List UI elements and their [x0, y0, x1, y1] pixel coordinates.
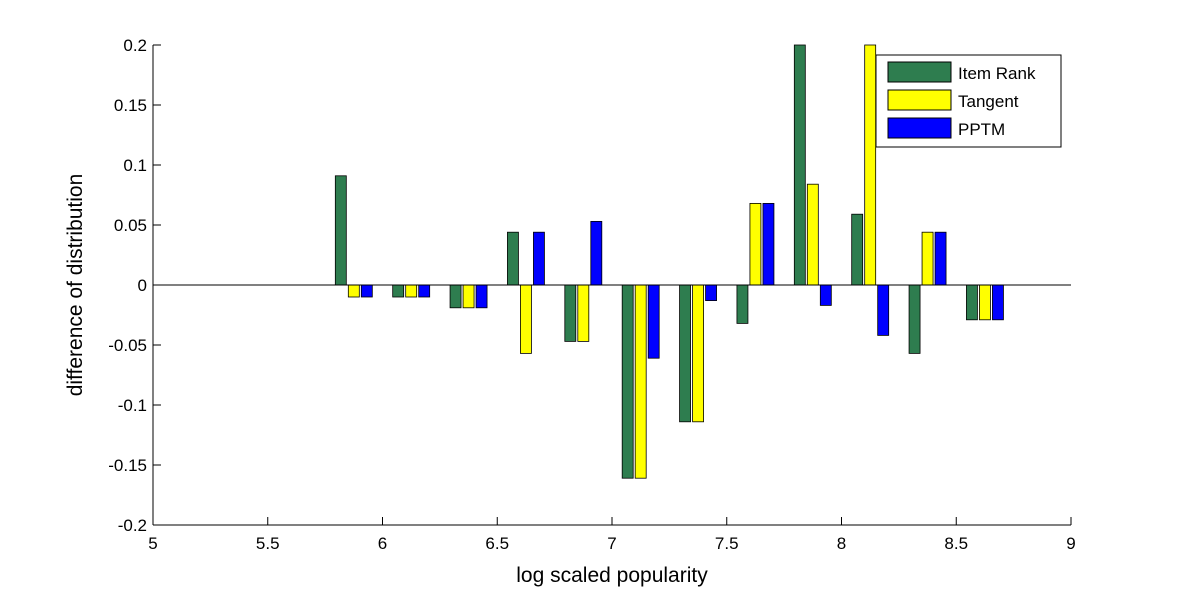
bar-item-rank: [793, 44, 806, 286]
x-tick-label: 6: [378, 534, 387, 553]
bar-pptm: [877, 284, 890, 336]
bar-tangent: [921, 231, 934, 286]
bar-tangent: [979, 284, 991, 321]
x-axis-title: log scaled popularity: [516, 564, 708, 587]
y-tick-label: -0.2: [118, 516, 147, 535]
legend-swatch-item-rank: [887, 61, 952, 83]
legend: Item Rank Tangent PPTM: [875, 54, 1062, 148]
x-tick-label: 9: [1066, 534, 1075, 553]
bar-item-rank: [621, 284, 634, 479]
legend-swatch-pptm: [887, 117, 952, 139]
y-tick-label: 0.15: [114, 96, 147, 115]
y-tick-label: 0.2: [123, 36, 147, 55]
bar-item-rank: [851, 213, 864, 286]
y-tick-label: 0.1: [123, 156, 147, 175]
x-tick-label: 7.5: [715, 534, 739, 553]
y-axis-title: difference of distribution: [64, 174, 87, 397]
legend-label-tangent: Tangent: [958, 92, 1019, 111]
legend-label-item-rank: Item Rank: [958, 64, 1036, 83]
legend-label-pptm: PPTM: [958, 120, 1005, 139]
bar-pptm: [992, 284, 1004, 321]
x-tick-label: 5.5: [256, 534, 280, 553]
bar-item-rank: [449, 284, 462, 309]
bar-item-rank: [334, 175, 347, 286]
bar-pptm: [819, 284, 832, 306]
bar-tangent: [692, 284, 704, 423]
bar-item-rank: [966, 284, 978, 321]
bar-tangent: [462, 284, 475, 309]
bar-tangent: [347, 284, 360, 298]
y-tick-label: -0.1: [118, 396, 147, 415]
bar-pptm: [762, 202, 775, 286]
bar-tangent: [634, 284, 647, 479]
bar-pptm: [475, 284, 488, 309]
bar-pptm: [418, 284, 431, 298]
x-tick-label: 6.5: [485, 534, 509, 553]
bar-item-rank: [507, 231, 519, 286]
bars-group: [334, 44, 1004, 479]
axes: 5 5.5 6 6.5 7 7.5 8 8.5 9 -0.2 -0.15 -0.1 -0.05 0 0.05…: [108, 36, 1075, 553]
bar-tangent: [864, 44, 877, 286]
bar-pptm: [360, 284, 373, 298]
y-tick-label: -0.15: [108, 456, 147, 475]
bar-pptm: [647, 284, 660, 359]
x-tick-label: 5: [148, 534, 157, 553]
bar-tangent: [749, 202, 762, 286]
x-tick-label: 8.5: [944, 534, 968, 553]
bar-item-rank: [908, 284, 921, 354]
bar-tangent: [577, 284, 590, 342]
y-tick-label: 0.05: [114, 216, 147, 235]
x-tick-label: 7: [607, 534, 616, 553]
bar-item-rank: [564, 284, 577, 342]
x-tick-label: 8: [837, 534, 846, 553]
bar-pptm: [705, 284, 717, 302]
y-tick-label: 0: [138, 276, 147, 295]
bar-item-rank: [736, 284, 749, 324]
bar-tangent: [405, 284, 418, 298]
bar-pptm: [590, 220, 603, 286]
bar-item-rank: [392, 284, 405, 298]
bar-tangent: [806, 183, 819, 286]
bar-tangent: [520, 284, 532, 354]
legend-swatch-tangent: [887, 89, 952, 111]
bar-pptm: [934, 231, 947, 286]
y-tick-label: -0.05: [108, 336, 147, 355]
bar-pptm: [533, 231, 545, 286]
bar-item-rank: [679, 284, 691, 423]
